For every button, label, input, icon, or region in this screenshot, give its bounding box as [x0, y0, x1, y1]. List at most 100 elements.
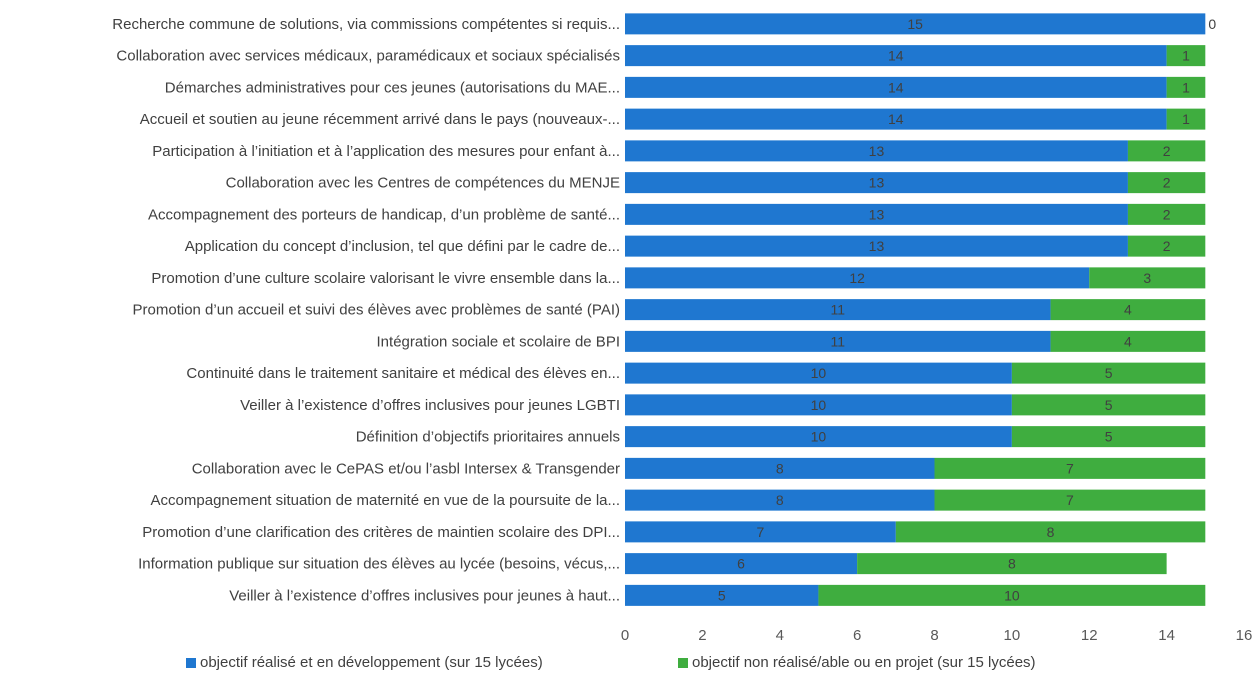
category-label: Accueil et soutien au jeune récemment ar… [140, 111, 620, 128]
data-label: 14 [888, 79, 904, 95]
data-label: 8 [776, 492, 784, 508]
data-label: 13 [869, 206, 885, 222]
bar-non-realise [1166, 108, 1206, 130]
bar-non-realise [1127, 172, 1206, 194]
data-label: 11 [831, 333, 846, 349]
bar-realise [625, 299, 1051, 321]
bar-non-realise [1011, 362, 1206, 384]
data-label: 13 [869, 238, 885, 254]
category-label: Intégration sociale et scolaire de BPI [377, 333, 620, 350]
data-label: 15 [907, 16, 923, 32]
x-tick-label: 6 [853, 627, 861, 644]
category-label: Continuité dans le traitement sanitaire … [186, 365, 620, 382]
bar-realise [625, 394, 1012, 416]
bar-non-realise [934, 457, 1206, 479]
category-label: Collaboration avec le CePAS et/ou l’asbl… [192, 460, 620, 477]
x-tick-label: 14 [1158, 627, 1175, 644]
category-label: Information publique sur situation des é… [138, 556, 620, 573]
data-label: 5 [1105, 429, 1113, 445]
x-tick-label: 0 [621, 627, 629, 644]
data-label: 14 [888, 48, 904, 64]
data-label: 7 [1066, 492, 1074, 508]
x-tick-label: 8 [930, 627, 938, 644]
bar-non-realise [1050, 299, 1206, 321]
bar-realise [625, 172, 1128, 194]
bar-realise [625, 330, 1051, 352]
data-label: 1 [1182, 48, 1190, 64]
legend-label-non-realise: objectif non réalisé/able ou en projet (… [692, 654, 1036, 671]
category-label: Collaboration avec les Centres de compét… [226, 175, 620, 192]
data-label: 8 [1008, 556, 1016, 572]
bar-non-realise [1050, 330, 1206, 352]
category-label: Collaboration avec services médicaux, pa… [116, 48, 620, 65]
data-label: 10 [1004, 587, 1020, 603]
data-label: 5 [718, 587, 726, 603]
x-tick-label: 4 [776, 627, 784, 644]
category-label: Accompagnement situation de maternité en… [151, 492, 620, 509]
bar-non-realise [1089, 267, 1206, 289]
data-label: 7 [1066, 460, 1074, 476]
bar-non-realise [895, 521, 1206, 543]
data-label: 2 [1163, 238, 1171, 254]
data-label: 13 [869, 175, 885, 191]
category-label: Promotion d’un accueil et suivi des élèv… [133, 302, 620, 319]
bar-realise [625, 13, 1206, 35]
category-label: Veiller à l’existence d’offres inclusive… [240, 397, 620, 414]
data-label: 6 [737, 556, 745, 572]
bar-realise [625, 489, 935, 511]
data-label: 7 [757, 524, 765, 540]
data-label: 2 [1163, 175, 1171, 191]
bar-realise [625, 76, 1167, 98]
x-tick-label: 10 [1004, 627, 1021, 644]
bar-realise [625, 45, 1167, 67]
legend-item-realise: objectif réalisé et en développement (su… [186, 654, 543, 671]
bar-realise [625, 267, 1090, 289]
legend: objectif réalisé et en développement (su… [0, 650, 1255, 680]
bar-realise [625, 426, 1012, 448]
data-label: 4 [1124, 302, 1132, 318]
legend-swatch-non-realise [678, 657, 688, 668]
category-label: Participation à l’initiation et à l’appl… [152, 143, 620, 160]
x-tick-label: 12 [1081, 627, 1098, 644]
bar-chart: Recherche commune de solutions, via comm… [112, 13, 1253, 644]
data-label: 8 [776, 460, 784, 476]
category-label: Démarches administratives pour ces jeune… [165, 79, 620, 96]
bar-non-realise [1011, 426, 1206, 448]
data-label: 3 [1143, 270, 1151, 286]
data-label: 2 [1163, 143, 1171, 159]
category-label: Application du concept d’inclusion, tel … [185, 238, 620, 255]
x-tick-label: 16 [1236, 627, 1253, 644]
data-label: 1 [1182, 79, 1190, 95]
data-label: 10 [811, 429, 827, 445]
bar-realise [625, 457, 935, 479]
category-label: Promotion d’une culture scolaire valoris… [151, 270, 620, 287]
data-label: 1 [1182, 111, 1190, 127]
bar-realise [625, 584, 819, 606]
category-label: Recherche commune de solutions, via comm… [112, 16, 620, 33]
bar-realise [625, 203, 1128, 225]
data-label: 10 [811, 397, 827, 413]
data-label: 8 [1047, 524, 1055, 540]
data-label: 14 [888, 111, 904, 127]
bar-non-realise [1127, 140, 1206, 162]
bar-non-realise [1166, 45, 1206, 67]
x-tick-label: 2 [698, 627, 706, 644]
data-label: 13 [869, 143, 885, 159]
category-label: Accompagnement des porteurs de handicap,… [148, 206, 620, 223]
bar-non-realise [857, 553, 1167, 575]
data-label: 10 [811, 365, 827, 381]
bar-non-realise [1127, 203, 1206, 225]
data-label: 2 [1163, 206, 1171, 222]
data-label: 11 [831, 302, 846, 318]
legend-item-non-realise: objectif non réalisé/able ou en projet (… [678, 654, 1036, 671]
bar-realise [625, 235, 1128, 257]
category-label: Définition d’objectifs prioritaires annu… [356, 429, 620, 446]
legend-swatch-realise [186, 657, 196, 668]
legend-label-realise: objectif réalisé et en développement (su… [200, 654, 543, 671]
category-label: Promotion d’une clarification des critèr… [142, 524, 620, 541]
bar-realise [625, 108, 1167, 130]
data-label: 12 [849, 270, 865, 286]
bar-realise [625, 521, 896, 543]
bar-non-realise [934, 489, 1206, 511]
bar-realise [625, 140, 1128, 162]
